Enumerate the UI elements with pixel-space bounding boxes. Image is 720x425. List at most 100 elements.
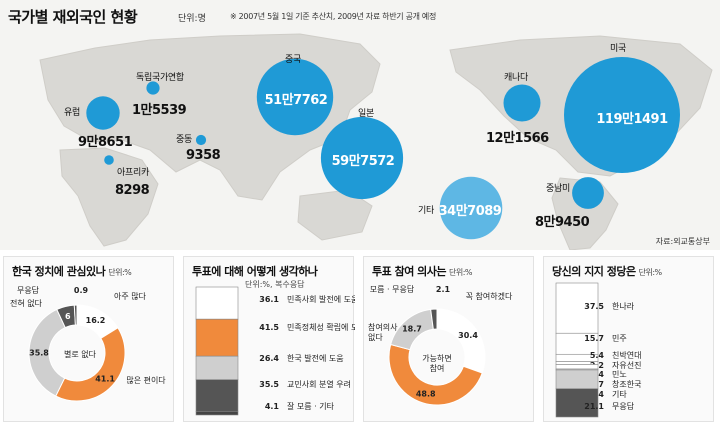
- panel-title-text: 당신의 지지 정당은: [552, 265, 636, 278]
- donut-slice-3: [430, 308, 438, 330]
- panel-title: 한국 정치에 관심있나 단위:%: [12, 263, 132, 279]
- stack-label-2: 한국 발전에 도움: [287, 353, 344, 363]
- stack-segment-4: [195, 411, 239, 416]
- region-label-africa: 아프리카: [117, 168, 149, 178]
- bubble-other: [439, 176, 503, 240]
- region-value-middle-east: 9358: [186, 148, 221, 163]
- panel-title: 당신의 지지 정당은 단위:%: [552, 263, 662, 279]
- stack-segment-1: [195, 318, 239, 357]
- stack-label-1: 민주: [612, 333, 627, 343]
- donut-value-1: 41.1: [95, 375, 115, 384]
- region-label-latin-america: 중남미: [546, 184, 570, 194]
- donut-label-2: 별로 없다: [64, 349, 97, 359]
- stack-segment-2: [195, 355, 239, 380]
- bubble-europe: [86, 96, 120, 130]
- panel-party-support: 37.5한나라15.7민주5.4친박연대2.2자유선진3.4민노0.7창조한국1…: [543, 256, 714, 422]
- panel-vote-intention: 30.4 48.8 18.7 꼭 참여하겠다 가능하면 참여 참여의사 없다 2.1 모름 · 무…: [363, 256, 534, 422]
- region-label-canada: 캐나다: [504, 73, 528, 83]
- stack-label-5: 창조한국: [612, 380, 641, 389]
- stack-value-2: 5.4: [590, 351, 605, 360]
- stack-party-support: 37.5한나라15.7민주5.4친박연대2.2자유선진3.4민노0.7창조한국1…: [555, 282, 641, 418]
- stack-segment-7: [555, 388, 599, 418]
- bubble-africa: [104, 155, 114, 165]
- chart-note: ※ 2007년 5월 1일 기준 추산치, 2009년 자료 하반기 공개 예정: [230, 12, 437, 21]
- donut-value-out-4: 0.9: [74, 286, 89, 295]
- donut-value-2: 18.7: [402, 324, 422, 333]
- panel-title-text: 투표에 대해 어떻게 생각하나: [192, 265, 318, 278]
- stack-label-4: 민노: [612, 369, 627, 379]
- donut-label-2: 참여의사: [368, 322, 398, 332]
- donut-value-3: 6: [65, 312, 71, 321]
- stack-label-3: 교민사회 분열 우려: [287, 379, 351, 389]
- region-value-japan: 59만7572: [331, 154, 395, 169]
- panel-unit: 단위:%, 복수응답: [245, 280, 305, 289]
- stack-label-2: 친박연대: [612, 350, 641, 360]
- region-value-china: 51만7762: [264, 93, 328, 108]
- region-label-other: 기타: [418, 206, 434, 216]
- stack-label-3: 자유선진: [612, 360, 641, 370]
- stack-label-7: 무응답: [612, 401, 635, 411]
- bubble-latin-america: [572, 177, 604, 209]
- stack-value-0: 36.1: [259, 295, 279, 304]
- stack-label-0: 한나라: [612, 302, 635, 311]
- stack-value-7: 21.1: [584, 402, 604, 411]
- donut-label-0: 꼭 참여하겠다: [466, 291, 513, 301]
- stack-value-4: 4.1: [265, 402, 280, 411]
- donut-value-1: 48.8: [416, 389, 436, 398]
- stack-segment-0: [195, 286, 239, 320]
- bubble-middle-east: [195, 134, 207, 146]
- stack-value-1: 41.5: [259, 323, 279, 332]
- bubble-canada: [503, 84, 541, 122]
- stack-segment-3: [195, 379, 239, 412]
- world-map: [39, 33, 713, 250]
- bubble-china: [256, 58, 334, 136]
- panel-title-text: 한국 정치에 관심있나: [12, 265, 106, 278]
- stack-value-3: 35.5: [259, 380, 279, 389]
- bubble-japan: [320, 116, 404, 200]
- donut-label-3: 모름 · 무응답: [370, 284, 415, 294]
- stack-segment-4: [555, 364, 599, 370]
- region-label-china: 중국: [285, 55, 301, 65]
- panel-political-interest: 16.2 41.1 35.8 6 아주 많다 많은 편이다 별로 없다 전혀 없다 0.9 무응답…: [3, 256, 174, 422]
- donut-slice-1: [388, 343, 483, 406]
- panel-unit: 단위:%: [638, 268, 663, 277]
- region-value-canada: 12만1566: [486, 131, 549, 146]
- chart-title: 국가별 재외국인 현황: [8, 8, 138, 26]
- panel-unit: 단위:%: [108, 268, 132, 277]
- stack-label-4: 잘 모름 · 기타: [287, 402, 335, 411]
- region-value-usa: 119만1491: [596, 112, 668, 127]
- region-label-middle-east: 중동: [176, 135, 192, 145]
- region-value-other: 34만7089: [438, 204, 502, 219]
- stack-vote-opinion: 36.1 민족사회 발전에 도움 41.5 민족정체성 확립에 도움 26.4 한국 발전…: [195, 286, 355, 416]
- bubble-layer: [86, 57, 680, 240]
- donut-value-2: 35.8: [29, 349, 49, 358]
- stack-value-0: 37.5: [584, 302, 604, 311]
- bubble-usa: [564, 57, 680, 173]
- donut-value-0: 16.2: [86, 316, 106, 325]
- donut-value-0: 30.4: [458, 331, 478, 340]
- donut-label-2: 없다: [368, 333, 383, 342]
- region-label-japan: 일본: [358, 109, 374, 119]
- world-map-bubble-chart: 국가별 재외국인 현황 단위:명 ※ 2007년 5월 1일 기준 추산치, 2…: [0, 0, 720, 250]
- donut-value-out-3: 2.1: [436, 285, 451, 294]
- chart-source: 자료:외교통상부: [655, 237, 710, 246]
- region-value-latin-america: 8만9450: [535, 215, 590, 230]
- region-value-cis: 1만5539: [132, 103, 187, 118]
- panel-vote-opinion: 36.1 민족사회 발전에 도움 41.5 민족정체성 확립에 도움 26.4 한국 발전…: [183, 256, 355, 422]
- panel-title-text: 투표 참여 의사는: [372, 265, 447, 278]
- donut-label-1: 많은 편이다: [126, 375, 166, 385]
- stack-label-1: 민족정체성 확립에 도움: [287, 322, 355, 332]
- stack-label-6: 기타: [612, 390, 627, 399]
- donut-label-0: 아주 많다: [114, 291, 147, 301]
- donut-slice-1: [55, 327, 126, 402]
- stack-segment-6: [555, 369, 599, 390]
- region-label-usa: 미국: [610, 44, 626, 54]
- donut-slice-4: [73, 304, 78, 326]
- donut-label-3: 전혀 없다: [10, 298, 43, 308]
- stack-value-6: 14: [593, 390, 605, 399]
- bubble-cis: [146, 81, 160, 95]
- region-label-europe: 유럽: [64, 108, 80, 118]
- panel-title: 투표 참여 의사는 단위:%: [372, 263, 473, 279]
